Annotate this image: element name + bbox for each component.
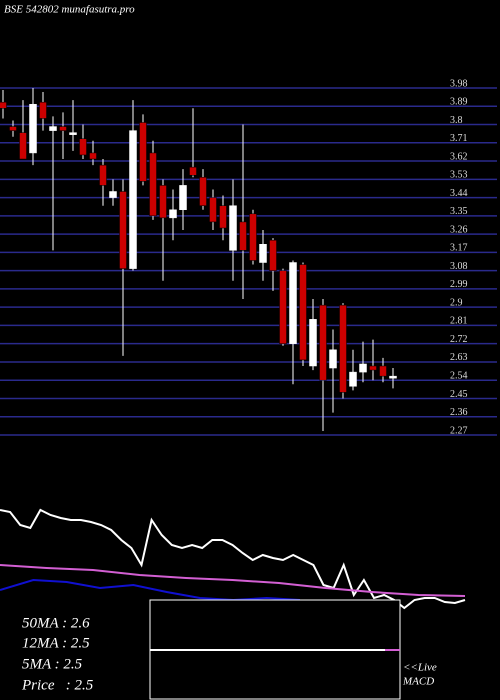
- candle-body: [239, 221, 247, 251]
- candle-body: [189, 166, 197, 176]
- candle-body: [219, 205, 227, 229]
- y-tick-label: 3.08: [450, 261, 468, 272]
- candle-body: [259, 244, 267, 263]
- stat-label: 12MA : 2.5: [22, 635, 90, 651]
- indicator-line: [0, 508, 466, 610]
- candle-body: [49, 126, 57, 131]
- candle-body: [39, 101, 47, 119]
- candle-body: [0, 101, 7, 109]
- candle-body: [279, 270, 287, 344]
- y-tick-label: 2.63: [450, 352, 468, 363]
- candle-body: [159, 185, 167, 219]
- y-tick-label: 2.45: [450, 389, 468, 400]
- candle-body: [89, 152, 97, 160]
- candle-body: [319, 304, 327, 381]
- candle-body: [149, 152, 157, 217]
- stat-label: Price : 2.5: [21, 677, 94, 693]
- indicator-line: [0, 578, 301, 602]
- candle-body: [109, 191, 117, 198]
- candle-body: [99, 164, 107, 186]
- candle-body: [379, 365, 387, 377]
- candle-body: [29, 103, 37, 154]
- candle-body: [199, 177, 207, 206]
- candle-body: [289, 262, 297, 344]
- y-tick-label: 3.62: [450, 151, 468, 162]
- candle-body: [129, 130, 137, 269]
- candle-body: [69, 132, 77, 135]
- candle-body: [369, 365, 377, 371]
- stat-label: 5MA : 2.5: [22, 656, 83, 672]
- candle-body: [329, 349, 337, 369]
- y-tick-label: 2.54: [450, 371, 468, 382]
- candle-body: [249, 213, 257, 261]
- candle-body: [229, 205, 237, 251]
- candle-body: [359, 363, 367, 373]
- y-tick-label: 3.71: [450, 133, 468, 144]
- y-tick-label: 3.8: [450, 115, 463, 126]
- candle-body: [179, 185, 187, 211]
- y-tick-label: 3.98: [450, 78, 468, 89]
- candle-body: [9, 126, 17, 131]
- stat-label: 50MA : 2.6: [22, 615, 90, 631]
- y-tick-label: 3.17: [450, 243, 468, 254]
- candle-body: [209, 197, 217, 223]
- y-tick-label: 2.9: [450, 297, 463, 308]
- macd-label: <<Live: [403, 662, 437, 674]
- candle-body: [139, 122, 147, 182]
- y-tick-label: 2.99: [450, 279, 468, 290]
- y-tick-label: 3.44: [450, 188, 468, 199]
- candle-body: [59, 126, 67, 131]
- candle-body: [119, 191, 127, 269]
- indicator-line: [0, 564, 466, 597]
- candle-body: [79, 138, 87, 156]
- candle-body: [309, 319, 317, 367]
- y-tick-label: 3.26: [450, 224, 468, 235]
- y-tick-label: 2.81: [450, 316, 468, 327]
- y-tick-label: 3.53: [450, 170, 468, 181]
- candle-body: [299, 264, 307, 361]
- candle-body: [349, 371, 357, 387]
- candle-body: [339, 304, 347, 393]
- y-tick-label: 3.35: [450, 206, 468, 217]
- y-tick-label: 2.72: [450, 334, 468, 345]
- candle-body: [389, 375, 397, 379]
- y-tick-label: 3.89: [450, 97, 468, 108]
- chart-title: BSE 542802 munafasutra.pro: [4, 4, 135, 16]
- candle-body: [169, 209, 177, 219]
- candle-body: [269, 239, 277, 271]
- y-tick-label: 2.27: [450, 425, 468, 436]
- y-tick-label: 2.36: [450, 407, 468, 418]
- macd-label: MACD: [402, 676, 434, 688]
- candle-body: [19, 132, 27, 160]
